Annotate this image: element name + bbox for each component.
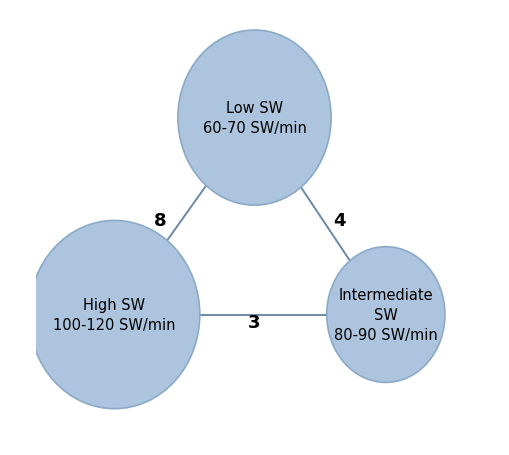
Ellipse shape (327, 247, 445, 383)
Ellipse shape (178, 31, 331, 206)
Text: 4: 4 (333, 212, 346, 230)
Text: Low SW
60-70 SW/min: Low SW 60-70 SW/min (203, 101, 306, 136)
Text: 3: 3 (248, 314, 261, 332)
Text: 8: 8 (154, 212, 166, 230)
Ellipse shape (29, 221, 200, 409)
Text: High SW
100-120 SW/min: High SW 100-120 SW/min (53, 298, 176, 332)
Text: Intermediate
SW
80-90 SW/min: Intermediate SW 80-90 SW/min (334, 288, 438, 342)
